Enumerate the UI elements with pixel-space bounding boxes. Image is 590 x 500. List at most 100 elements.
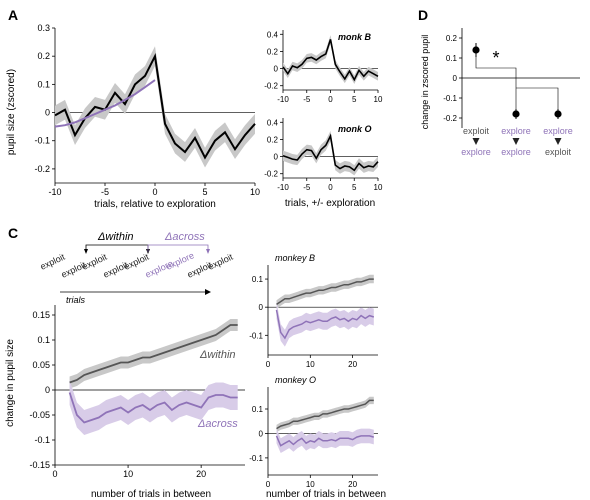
d-transition-from-label: explore bbox=[501, 126, 531, 136]
c-side-xlabel: number of trials in between bbox=[266, 489, 386, 500]
a-side-xlabel: trials, +/- exploration bbox=[285, 198, 375, 209]
c-monko-xtick-label: 0 bbox=[266, 480, 271, 489]
a-monkb-xtick-label: 5 bbox=[352, 95, 357, 104]
c-main-ytick-label: 0.15 bbox=[32, 310, 50, 320]
c-monkb-xtick-label: 10 bbox=[306, 360, 315, 369]
a-main-ytick-label: -0.1 bbox=[34, 136, 50, 146]
d-transition-from-label: exploit bbox=[463, 126, 490, 136]
a-monkb-xtick-label: -5 bbox=[303, 95, 311, 104]
c-main-within-label: Δwithin bbox=[199, 349, 236, 361]
delta-across-bracket bbox=[147, 244, 209, 252]
a-main-ytick-label: 0.3 bbox=[37, 23, 50, 33]
c-monkb-series-0-line bbox=[276, 278, 374, 306]
delta-across-label: Δacross bbox=[164, 231, 205, 243]
d-comparison-bracket bbox=[516, 87, 559, 114]
c-monko-ytick-label: 0.1 bbox=[252, 405, 264, 414]
a-monk-b-title: monk B bbox=[338, 32, 372, 42]
a-monko-xtick-label: -10 bbox=[277, 183, 289, 192]
a-main-xtick-label: -5 bbox=[101, 187, 109, 197]
a-monko-xtick-label: 0 bbox=[328, 183, 333, 192]
c-monkb-series-1-line bbox=[275, 309, 375, 340]
d-transition-to-label: exploit bbox=[545, 147, 572, 157]
c-monkb-ytick-label: -0.1 bbox=[249, 331, 263, 340]
c-monkb-ytick-label: 0.1 bbox=[252, 275, 264, 284]
panel-a-monk-b-plot: monk B -10 -5 0 5 10 -0.2 0 0.2 0.4 bbox=[264, 30, 383, 104]
c-main-xtick-label: 10 bbox=[123, 469, 133, 479]
delta-across-arrowhead bbox=[206, 249, 210, 254]
a-monkb-xtick-label: 10 bbox=[374, 95, 383, 104]
panel-label-d: D bbox=[418, 7, 428, 23]
c-main-ytick-label: 0.05 bbox=[32, 360, 50, 370]
panel-a-monk-o-plot: monk O trials, +/- exploration -10 -5 0 5 10… bbox=[264, 118, 383, 209]
delta-within-bracket bbox=[85, 244, 149, 252]
panel-c-monkey-o-plot: monkey O number of trials in between 0 10… bbox=[249, 375, 386, 500]
a-monko-ytick-label: -0.2 bbox=[264, 170, 278, 179]
panel-label-c: C bbox=[8, 225, 18, 241]
c-monko-series-1-line bbox=[275, 435, 375, 447]
d-transition-arrow bbox=[472, 138, 480, 145]
c-main-ytick-label: 0 bbox=[45, 385, 50, 395]
a-monkb-ytick-label: -0.2 bbox=[264, 82, 278, 91]
panel-label-a: A bbox=[8, 7, 18, 23]
a-main-xlabel: trials, relative to exploration bbox=[94, 199, 216, 210]
delta-within-label: Δwithin bbox=[97, 231, 134, 243]
a-main-ylabel: pupil size (zscored) bbox=[6, 69, 17, 155]
panel-c-main-plot: change in pupil size number of trials in… bbox=[5, 305, 245, 500]
c-monko-series-0-line bbox=[276, 399, 374, 430]
a-monko-ytick-label: 0.4 bbox=[267, 118, 279, 127]
d-ylabel: change in zscored pupil bbox=[420, 35, 430, 130]
a-monko-ytick-label: 0.2 bbox=[267, 135, 279, 144]
a-main-xtick-label: -10 bbox=[48, 187, 61, 197]
d-transition-arrow bbox=[554, 138, 562, 145]
c-monkey-b-title: monkey B bbox=[275, 253, 315, 263]
a-main-ytick-label: 0.1 bbox=[37, 79, 50, 89]
a-main-xtick-label: 10 bbox=[250, 187, 260, 197]
c-monko-ytick-label: -0.1 bbox=[249, 454, 263, 463]
a-main-xtick-label: 5 bbox=[202, 187, 207, 197]
c-main-xtick-label: 0 bbox=[52, 469, 57, 479]
a-monk-o-title: monk O bbox=[338, 124, 372, 134]
schematic-word: exploit bbox=[207, 252, 235, 272]
d-significance-star: * bbox=[492, 48, 499, 68]
panel-c-schematic: exploitexploitexploitexploitexploitexplo… bbox=[39, 231, 235, 305]
d-transition-from-label: explore bbox=[543, 126, 573, 136]
c-main-series-0-line bbox=[69, 324, 238, 384]
trials-arrowhead bbox=[205, 289, 211, 295]
d-data-point bbox=[512, 110, 520, 118]
d-transition-to-label: explore bbox=[501, 147, 531, 157]
c-monko-ytick-label: 0 bbox=[259, 429, 264, 438]
a-monko-xtick-label: 5 bbox=[352, 183, 357, 192]
d-ytick-label: 0 bbox=[453, 74, 458, 83]
c-main-ytick-label: -0.15 bbox=[29, 460, 50, 470]
a-main-series-0-line bbox=[54, 52, 256, 160]
d-transition-to-label: explore bbox=[461, 147, 491, 157]
a-monkb-ytick-label: 0 bbox=[274, 65, 279, 74]
a-main-series-0-error-band bbox=[55, 46, 255, 168]
c-main-ylabel: change in pupil size bbox=[5, 339, 16, 427]
c-monkey-o-title: monkey O bbox=[275, 375, 316, 385]
d-significance-bracket bbox=[475, 50, 517, 114]
d-ytick-label: -0.1 bbox=[443, 94, 457, 103]
c-main-series-1-line bbox=[68, 392, 238, 424]
a-main-ytick-label: -0.2 bbox=[34, 164, 50, 174]
a-monkb-xtick-label: -10 bbox=[277, 95, 289, 104]
d-transition-arrow bbox=[512, 138, 520, 145]
panel-c-monkey-b-plot: monkey B 0 10 20 -0.1 0 0.1 bbox=[249, 253, 378, 369]
c-main-xtick-label: 20 bbox=[196, 469, 206, 479]
delta-within-arrowheads bbox=[84, 249, 150, 254]
a-monkb-ytick-label: 0.4 bbox=[267, 30, 279, 39]
c-main-across-label: Δacross bbox=[197, 418, 238, 430]
d-data-point bbox=[472, 46, 480, 54]
a-monkb-ytick-label: 0.2 bbox=[267, 47, 279, 56]
c-main-series-0-error-band bbox=[69, 319, 238, 389]
c-monkb-xtick-label: 20 bbox=[348, 360, 357, 369]
a-monko-xtick-label: 10 bbox=[374, 183, 383, 192]
c-main-ytick-label: -0.05 bbox=[29, 410, 50, 420]
a-monko-xtick-label: -5 bbox=[303, 183, 311, 192]
a-main-ytick-label: 0.2 bbox=[37, 51, 50, 61]
c-monkb-xtick-label: 0 bbox=[266, 360, 271, 369]
c-monko-xtick-label: 20 bbox=[348, 480, 357, 489]
a-monkb-xtick-label: 0 bbox=[328, 95, 333, 104]
d-ytick-label: 0.2 bbox=[446, 34, 458, 43]
